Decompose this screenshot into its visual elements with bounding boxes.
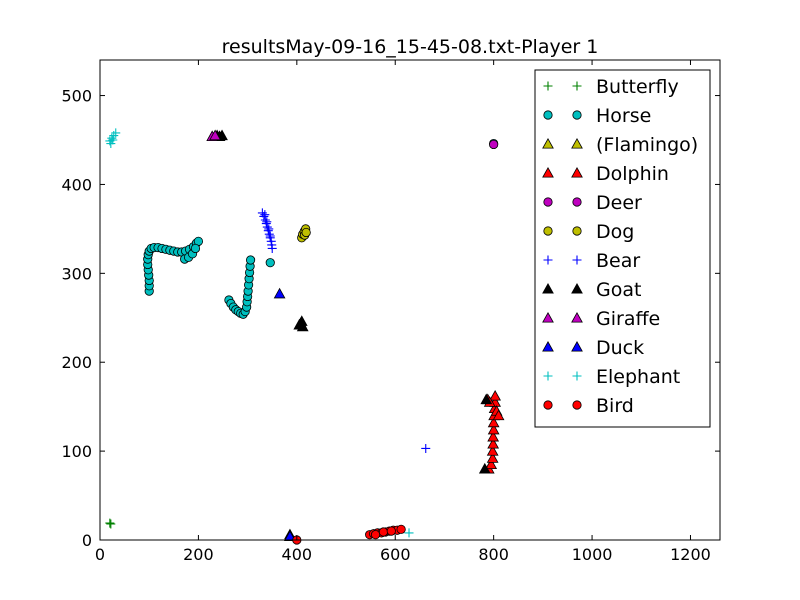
x-tick-label: 800 (478, 545, 509, 564)
axis-ticks: 0 200 400 600 800 1000 1200 0 100 200 300 400 500 (61, 60, 720, 564)
data-point-dolphin-13 (492, 409, 505, 421)
data-point-bear-1 (259, 211, 269, 221)
data-point-dolphin-1 (485, 458, 498, 470)
data-point-dolphin-3 (486, 445, 499, 456)
data-point-dolphin-2 (486, 452, 499, 463)
legend-marker (543, 255, 553, 265)
data-point-bird-9 (396, 524, 406, 534)
data-point-butterfly-0 (105, 518, 115, 528)
data-points (105, 128, 505, 545)
legend-marker (572, 197, 582, 207)
y-tick-label: 100 (61, 442, 92, 461)
y-tick-label: 300 (61, 264, 92, 283)
legend-marker (543, 197, 553, 207)
y-tick-label: 0 (82, 531, 92, 550)
data-point-horse-26 (190, 243, 201, 254)
legend-marker (571, 282, 583, 294)
legend-marker (543, 371, 553, 381)
data-point-goat-8 (480, 393, 493, 405)
legend-label: Duck (596, 337, 644, 359)
y-tick-label: 200 (61, 353, 92, 372)
x-tick-label: 1000 (572, 545, 613, 564)
legend-marker (572, 226, 582, 236)
legend-marker (571, 137, 583, 149)
legend-marker (542, 166, 554, 178)
data-point-dog-5 (301, 227, 311, 238)
data-point-bear-15 (421, 443, 431, 453)
data-point-elephant-6 (404, 528, 414, 538)
legend-marker (542, 311, 554, 323)
data-point-duck-0 (273, 287, 286, 299)
data-point-bear-13 (264, 224, 274, 234)
x-tick-label: 400 (282, 545, 313, 564)
legend-marker (572, 81, 582, 91)
data-point-dolphin-7 (487, 416, 500, 428)
x-tick-label: 200 (183, 545, 214, 564)
legend-label: Deer (596, 192, 642, 214)
legend-marker (572, 110, 582, 120)
legend-marker (543, 226, 553, 236)
x-tick-label: 600 (380, 545, 411, 564)
legend-marker (542, 340, 554, 352)
legend-label: Horse (596, 105, 651, 127)
legend-label: Dolphin (596, 163, 669, 185)
data-point-dolphin-5 (487, 430, 500, 442)
data-point-elephant-3 (111, 128, 121, 138)
data-point-bear-14 (265, 231, 275, 241)
legend-marker (543, 110, 553, 120)
chart-title: resultsMay-09-16_15-45-08.txt-Player 1 (222, 36, 599, 58)
data-point-horse-44 (265, 258, 275, 268)
data-point-dolphin-4 (487, 437, 500, 449)
legend-label: Bird (596, 395, 634, 417)
data-point-bird-10 (370, 530, 381, 540)
legend-label: Dog (596, 221, 634, 243)
data-point-goat-9 (478, 462, 491, 474)
data-point-duck-1 (284, 530, 296, 542)
legend-box (534, 69, 711, 428)
data-point-bear-12 (262, 217, 272, 227)
legend-marker (572, 371, 582, 381)
data-point-bear-10 (267, 243, 277, 253)
data-point-horse-43 (245, 255, 256, 265)
data-point-bird-12 (386, 526, 396, 536)
legend-label: Elephant (596, 366, 680, 388)
legend-marker (572, 255, 582, 265)
data-point-bird-11 (378, 527, 389, 537)
data-point-deer-0 (489, 139, 499, 150)
legend-marker (542, 137, 554, 149)
data-point-elephant-5 (108, 135, 118, 145)
legend-label: Goat (596, 279, 641, 301)
legend-marker (543, 400, 553, 410)
y-tick-label: 500 (61, 87, 92, 106)
legend-marker (571, 311, 583, 323)
legend-label: (Flamingo) (596, 134, 698, 156)
data-point-elephant-4 (106, 139, 116, 149)
data-point-giraffe-1 (209, 129, 222, 141)
plot-area-frame (99, 59, 721, 541)
legend-marker (571, 166, 583, 178)
y-tick-label: 400 (61, 175, 92, 194)
legend-label: Bear (596, 250, 640, 272)
legend: Butterfly Horse (Flamingo) Dolphin Deer Dog Be… (534, 69, 711, 428)
legend-label: Butterfly (596, 76, 679, 98)
legend-marker (572, 400, 582, 410)
data-point-goat-3 (294, 317, 307, 328)
legend-marker (542, 282, 554, 294)
legend-marker (543, 81, 553, 91)
data-point-bear-11 (260, 210, 270, 220)
data-point-butterfly-1 (106, 519, 116, 529)
x-tick-label: 1200 (670, 545, 711, 564)
legend-label: Giraffe (596, 308, 660, 330)
data-point-dolphin-6 (487, 423, 500, 435)
data-point-dolphin-11 (489, 389, 502, 401)
legend-marker (571, 340, 583, 352)
x-tick-label: 0 (95, 545, 105, 564)
